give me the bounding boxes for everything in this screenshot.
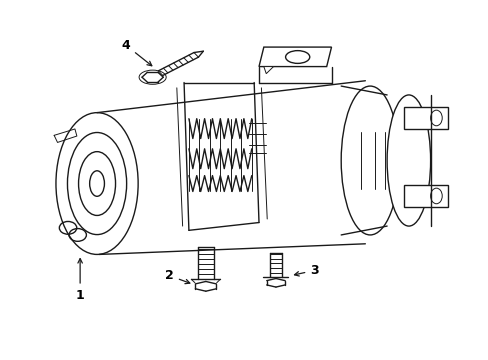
Ellipse shape — [56, 113, 138, 255]
Polygon shape — [259, 47, 331, 67]
Polygon shape — [264, 67, 273, 74]
Text: 4: 4 — [122, 39, 151, 66]
Ellipse shape — [386, 95, 430, 226]
Ellipse shape — [341, 86, 398, 235]
Polygon shape — [403, 185, 447, 207]
Text: 3: 3 — [294, 264, 318, 277]
Polygon shape — [403, 107, 447, 129]
Text: 2: 2 — [165, 269, 189, 284]
Text: 1: 1 — [76, 258, 84, 302]
